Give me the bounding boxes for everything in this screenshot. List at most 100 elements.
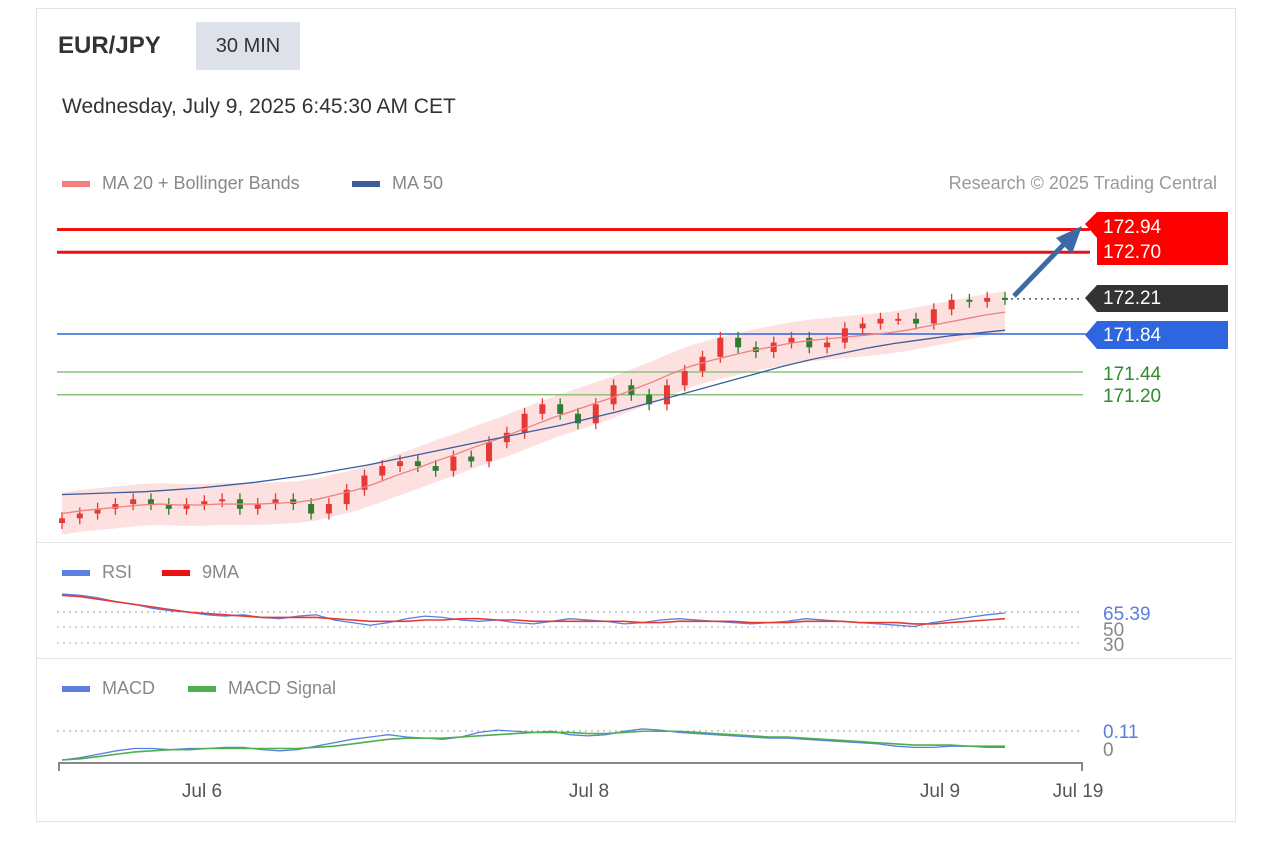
price-tag-support: 171.20 (1103, 386, 1161, 407)
candle-body (966, 299, 973, 302)
candle-body (272, 499, 279, 505)
candle-body (841, 328, 848, 343)
candle-body (343, 489, 350, 505)
timeframe-button[interactable]: 30 MIN (196, 22, 300, 70)
candle-body (201, 501, 208, 505)
x-tick-label: Jul 9 (920, 781, 960, 802)
candle-body (130, 499, 137, 505)
datetime-label: Wednesday, July 9, 2025 6:45:30 AM CET (62, 95, 456, 118)
candle-body (361, 475, 368, 490)
candle-body (948, 299, 955, 310)
candle-body (539, 404, 546, 414)
price-tag-pivot: 171.84 (1103, 325, 1162, 346)
legend-ma20: MA 20 + Bollinger Bands (62, 173, 300, 194)
candle-body (183, 504, 190, 509)
legend-rsi-ma-label: 9MA (202, 562, 240, 582)
candle-body (165, 504, 172, 509)
macd-current-label: 0.11 (1103, 722, 1139, 743)
ma20-line (61, 311, 1006, 515)
candle-body (646, 394, 653, 405)
candle-body (663, 385, 670, 405)
candle-body (930, 309, 937, 324)
candle-body (877, 318, 884, 324)
price-tag-current: 172.21 (1103, 288, 1161, 309)
rsi-level-label: 50 (1103, 620, 1124, 641)
candle-body (450, 456, 457, 471)
candle-body (557, 404, 564, 414)
candle-body (76, 513, 83, 519)
candle-body (112, 504, 119, 509)
macd-line (61, 728, 1005, 761)
research-credit: Research © 2025 Trading Central (948, 173, 1217, 193)
candle-body (379, 466, 386, 476)
legend-macd: MACD (62, 678, 155, 699)
candle-body (254, 504, 261, 509)
rsi-swatch (62, 569, 90, 576)
legend-macd-label: MACD (102, 678, 155, 698)
forecast-arrow-shaft (1012, 238, 1070, 298)
legend-ma50: MA 50 (352, 173, 443, 194)
candle-body (325, 504, 332, 514)
x-tick-label: Jul 6 (182, 781, 222, 802)
candle-body (486, 442, 493, 462)
chart-card (36, 8, 1236, 822)
candle-body (290, 499, 297, 505)
rsi-current-label: 65.39 (1103, 604, 1151, 625)
legend-rsi: RSI (62, 562, 132, 583)
macd-signal-swatch (188, 685, 216, 692)
candle-body (610, 385, 617, 405)
candle-body (468, 456, 475, 462)
candle-body (788, 337, 795, 343)
candle-body (503, 432, 510, 443)
candle-body (824, 342, 831, 348)
candle-body (574, 413, 581, 424)
legend-rsi-label: RSI (102, 562, 133, 582)
candle-body (521, 413, 528, 433)
candle-body (913, 318, 920, 324)
candle-body (717, 337, 724, 357)
x-tick-label: Jul 8 (569, 781, 609, 802)
legend-ma50-label: MA 50 (392, 173, 444, 193)
candle-body (432, 466, 439, 471)
candle-body (147, 499, 154, 505)
candle-body (735, 337, 742, 348)
candle-body (397, 461, 404, 467)
candle-body (94, 508, 101, 514)
candle-body (592, 404, 599, 424)
rsi-ma-line (61, 594, 1006, 625)
legend-rsi-ma: 9MA (162, 562, 239, 583)
rsi-level-label: 30 (1103, 635, 1124, 656)
candle-body (681, 371, 688, 386)
macd-signal-line (61, 730, 1005, 761)
resistance-tag-box (1085, 212, 1228, 265)
current-price-tag-box (1085, 285, 1228, 312)
price-tag-resistance: 172.94 (1103, 217, 1162, 238)
candle-body (308, 504, 315, 514)
macd-swatch (62, 685, 90, 692)
price-tag-support: 171.44 (1103, 364, 1162, 385)
price-tag-resistance: 172.70 (1103, 242, 1161, 263)
forecast-arrow-head (1056, 226, 1082, 254)
candle-body (59, 518, 65, 524)
macd-zero-label: 0 (1103, 740, 1114, 761)
candle-body (806, 337, 813, 348)
candle-body (1002, 297, 1008, 300)
pivot-tag-box (1085, 321, 1228, 349)
candle-body (770, 342, 777, 353)
candle-body (219, 499, 226, 502)
candle-body (699, 356, 706, 372)
candle-body (859, 323, 866, 329)
ma50-line (61, 329, 1006, 496)
candle-body (414, 461, 421, 467)
ma20-swatch (62, 180, 90, 187)
legend-macd-signal: MACD Signal (188, 678, 336, 699)
rsi-ma-swatch (162, 569, 190, 576)
bollinger-band (62, 291, 1005, 535)
ma50-swatch (352, 180, 380, 187)
candle-body (984, 297, 991, 302)
x-tick-label: Jul 19 (1053, 781, 1104, 802)
legend-macd-signal-label: MACD Signal (228, 678, 337, 698)
panel-divider-macd (37, 658, 1233, 659)
candle-body (895, 318, 902, 321)
